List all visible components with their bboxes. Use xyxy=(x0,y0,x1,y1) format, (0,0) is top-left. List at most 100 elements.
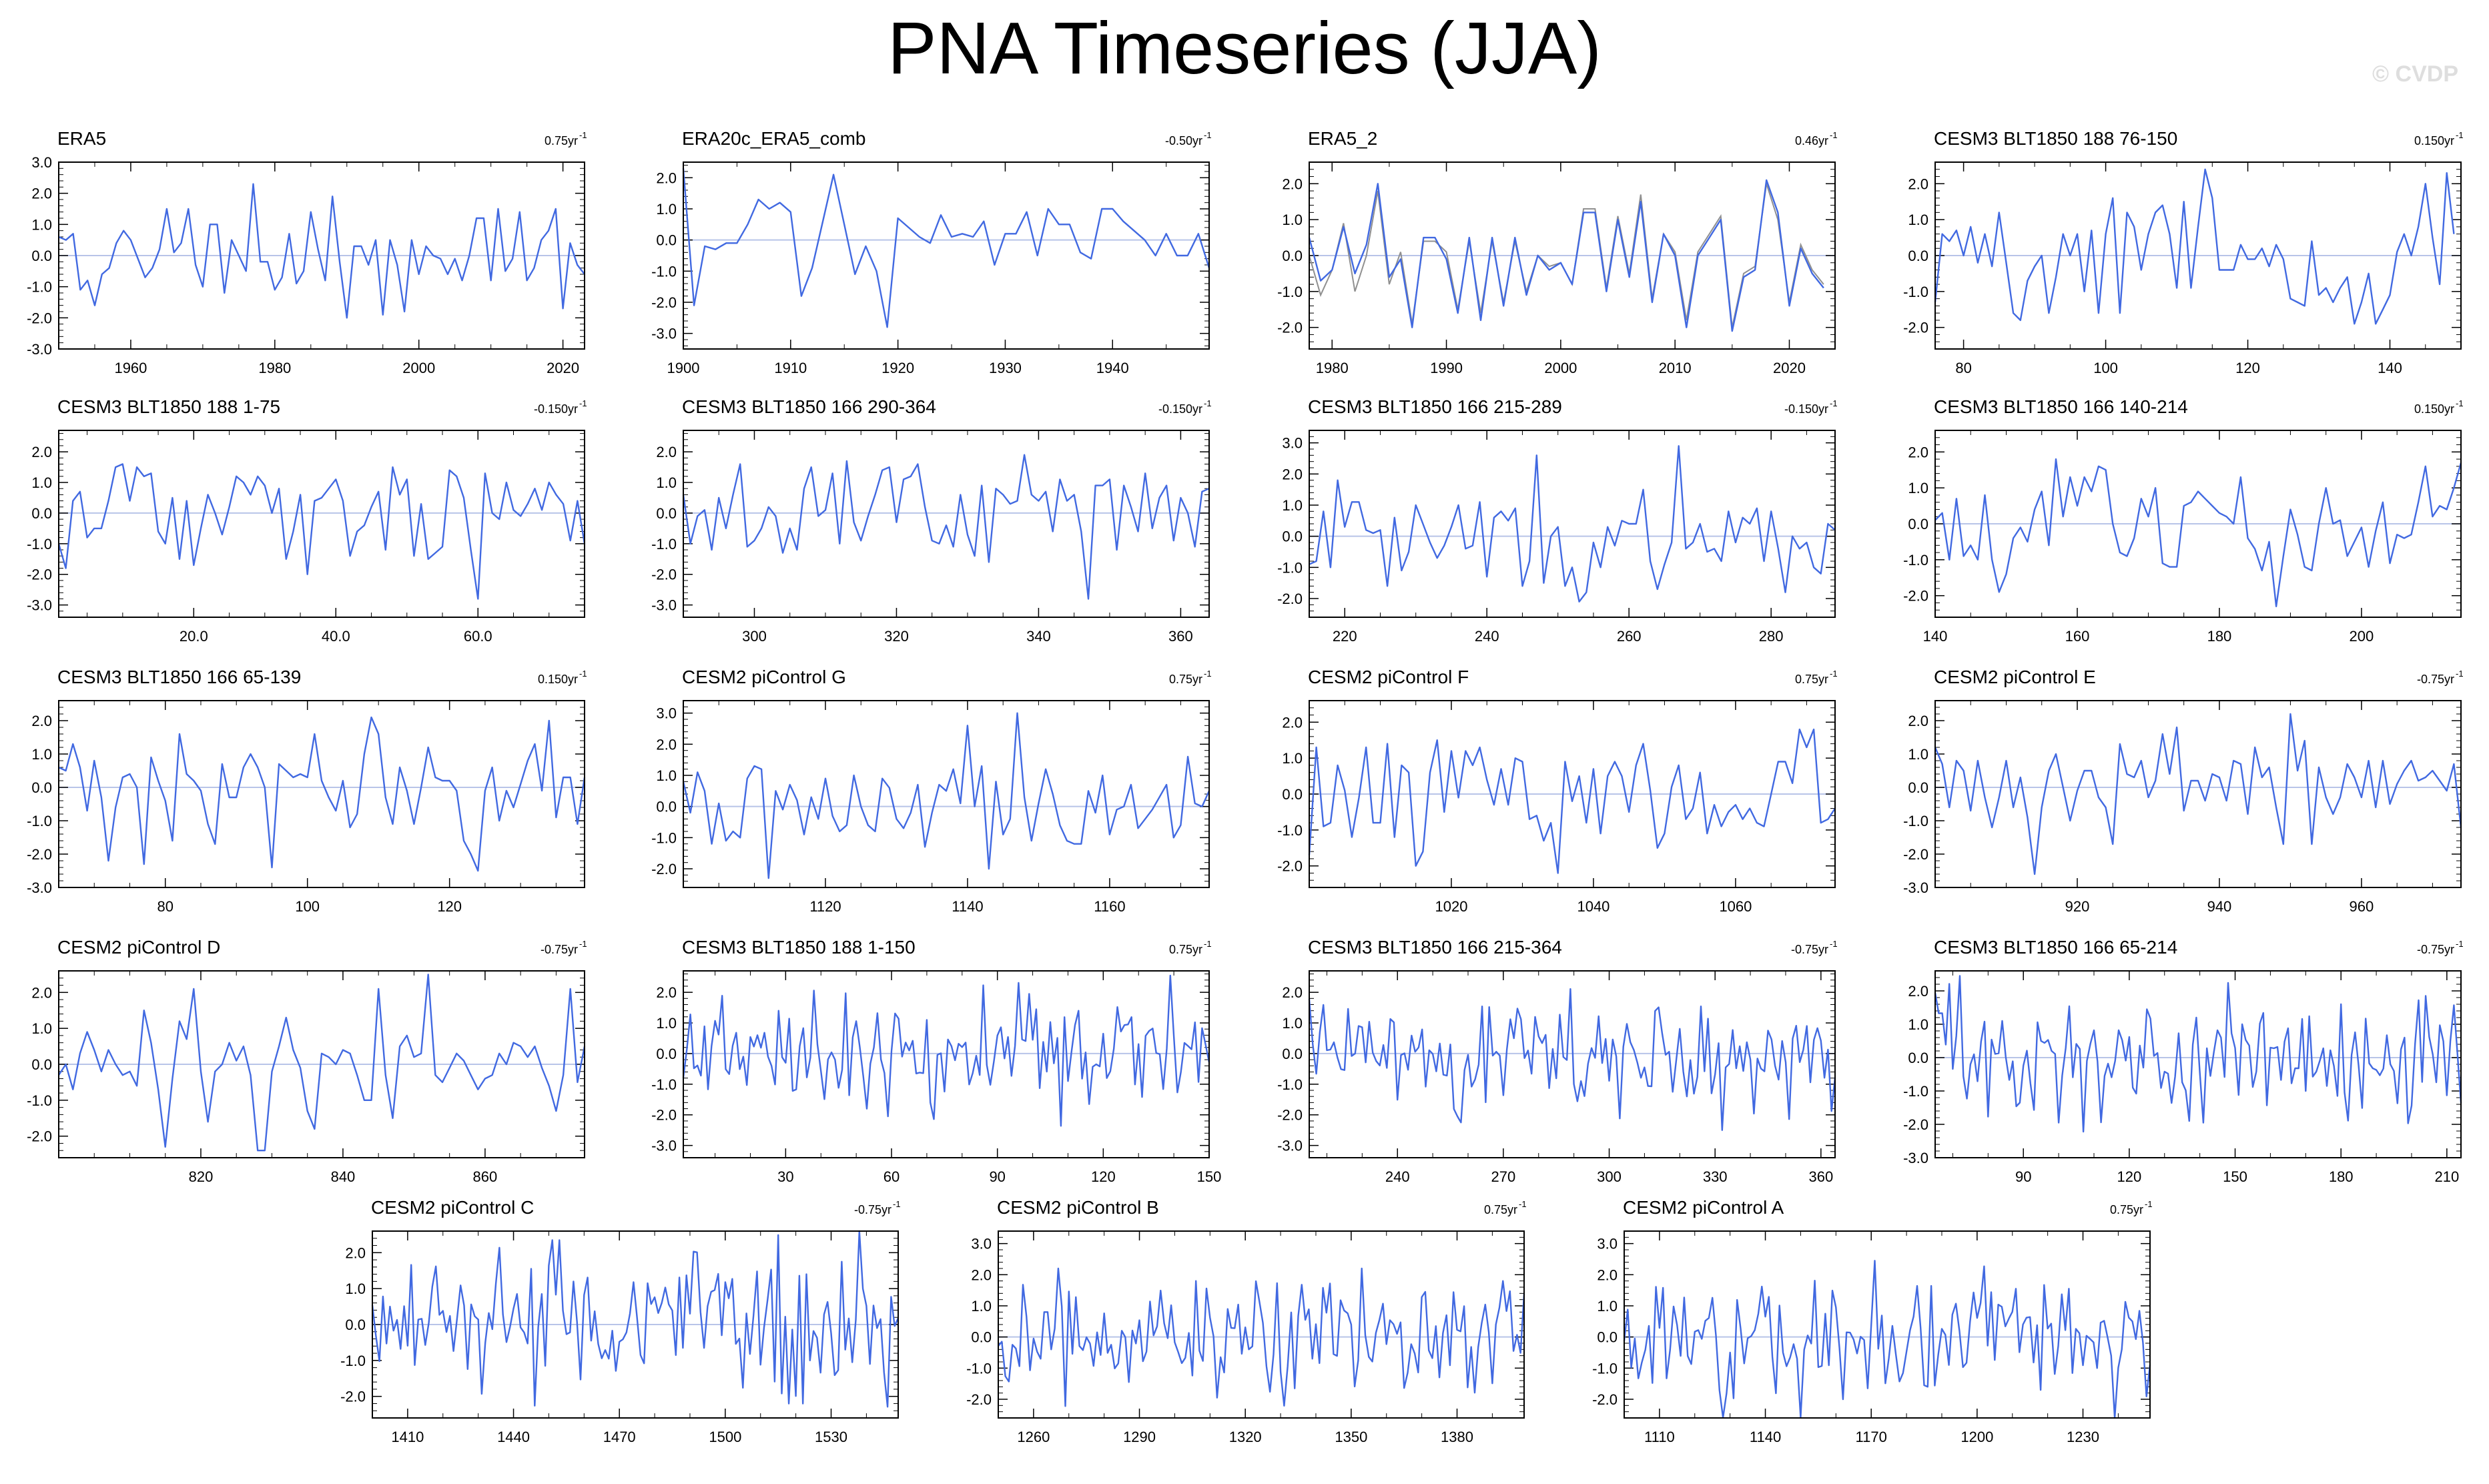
panel-frame xyxy=(1624,1230,2151,1419)
panel-trend: 0.75yr xyxy=(1169,943,1202,956)
y-tick-label: -2.0 xyxy=(1903,846,1928,863)
y-tick-label: -3.0 xyxy=(1277,1138,1303,1154)
y-tick-label: 2.0 xyxy=(1908,444,1928,460)
y-tick-label: 1.0 xyxy=(656,1015,677,1032)
y-tick-label: 2.0 xyxy=(656,736,677,753)
panel-frame xyxy=(683,970,1210,1158)
x-tick-label: 1110 xyxy=(1644,1429,1675,1445)
y-tick-label: 1.0 xyxy=(1597,1298,1618,1315)
series-line xyxy=(1308,179,1824,332)
x-tick-label: 240 xyxy=(1385,1168,1410,1185)
x-tick-label: 340 xyxy=(1026,628,1051,645)
series-line xyxy=(682,454,1210,600)
y-tick-label: 1.0 xyxy=(31,746,52,763)
panel-frame xyxy=(683,700,1210,888)
panel: CESM3 BLT1850 188 1-150 0.75yr -1 2.0 1.0 0.0… xyxy=(651,937,1221,1185)
panel-trend-exponent: -1 xyxy=(579,939,587,949)
x-tick-label: 1410 xyxy=(391,1429,424,1445)
x-tick-label: 920 xyxy=(2065,898,2090,915)
y-tick-label: 2.0 xyxy=(656,169,677,186)
x-tick-label: 240 xyxy=(1475,628,1499,645)
panel-trend: 0.75yr xyxy=(1169,673,1202,686)
panel-trend: 0.75yr xyxy=(1484,1203,1517,1216)
panel-trend-exponent: -1 xyxy=(1830,398,1838,408)
panel-trend-exponent: -1 xyxy=(1204,130,1212,140)
series-line xyxy=(1309,445,1836,603)
y-tick-label: 2.0 xyxy=(1908,175,1928,192)
panel-frame xyxy=(1309,161,1836,350)
y-tick-label: -1.0 xyxy=(651,829,677,846)
x-tick-label: 1140 xyxy=(952,898,983,915)
panel-trend-exponent: -1 xyxy=(1830,130,1838,140)
panel-frame xyxy=(1309,430,1836,618)
x-tick-label: 80 xyxy=(1955,360,1971,376)
x-tick-label: 20.0 xyxy=(180,628,208,645)
panel-frame xyxy=(683,430,1210,618)
series-line xyxy=(682,168,1210,328)
panel-frame xyxy=(58,970,585,1158)
y-tick-label: 3.0 xyxy=(971,1236,992,1252)
y-tick-label: -1.0 xyxy=(966,1360,992,1377)
panel-title: CESM2 piControl D xyxy=(57,937,220,958)
y-tick-label: 1.0 xyxy=(31,474,52,491)
x-tick-label: 200 xyxy=(2350,628,2374,645)
series-line xyxy=(682,712,1210,879)
x-tick-label: 1380 xyxy=(1441,1429,1473,1445)
y-tick-label: 2.0 xyxy=(656,984,677,1001)
panel-trend-exponent: -1 xyxy=(1204,669,1212,679)
panel-frame xyxy=(1309,700,1836,888)
y-tick-label: 0.0 xyxy=(1908,248,1928,264)
y-tick-label: 1.0 xyxy=(1908,480,1928,496)
panel: CESM2 piControl D -0.75yr -1 2.0 1.0 0.0 -1.0 -… xyxy=(27,937,587,1185)
y-tick-label: -1.0 xyxy=(27,536,52,552)
x-tick-label: 260 xyxy=(1617,628,1642,645)
panel-trend-exponent: -1 xyxy=(893,1199,901,1209)
y-tick-label: -3.0 xyxy=(27,597,52,614)
panel-trend-exponent: -1 xyxy=(579,130,587,140)
x-tick-label: 120 xyxy=(2235,360,2260,376)
y-tick-label: -2.0 xyxy=(27,567,52,583)
y-tick-label: -2.0 xyxy=(27,310,52,326)
panel-frame xyxy=(58,700,585,888)
x-tick-label: 1900 xyxy=(667,360,700,376)
y-tick-label: -1.0 xyxy=(1277,1076,1303,1093)
y-tick-label: -1.0 xyxy=(1277,284,1303,300)
x-tick-label: 300 xyxy=(1597,1168,1622,1185)
x-tick-label: 360 xyxy=(1168,628,1193,645)
y-tick-label: 0.0 xyxy=(1908,516,1928,532)
series-line xyxy=(682,974,1210,1127)
y-tick-label: 1.0 xyxy=(1282,212,1303,228)
y-tick-label: -3.0 xyxy=(651,326,677,342)
panel-trend-exponent: -1 xyxy=(2456,398,2464,408)
panel-trend-exponent: -1 xyxy=(579,398,587,408)
x-tick-label: 1980 xyxy=(1316,360,1349,376)
x-tick-label: 1930 xyxy=(989,360,1022,376)
x-tick-label: 60 xyxy=(883,1168,900,1185)
panel-title: CESM3 BLT1850 166 65-214 xyxy=(1934,937,2177,958)
x-tick-label: 1230 xyxy=(2067,1429,2099,1445)
series-line xyxy=(1934,975,2462,1133)
x-tick-label: 1440 xyxy=(497,1429,530,1445)
panel-title: CESM3 BLT1850 166 290-364 xyxy=(682,396,936,417)
y-tick-label: -1.0 xyxy=(651,1076,677,1093)
y-tick-label: 1.0 xyxy=(1908,212,1928,228)
y-tick-label: 2.0 xyxy=(31,444,52,460)
x-tick-label: 150 xyxy=(2223,1168,2247,1185)
y-tick-label: 2.0 xyxy=(1282,175,1303,192)
y-tick-label: -2.0 xyxy=(651,861,677,877)
panel: CESM3 BLT1850 188 1-75 -0.150yr -1 2.0 1.0 0.… xyxy=(27,396,587,645)
x-tick-label: 1160 xyxy=(1094,898,1125,915)
y-tick-label: -2.0 xyxy=(1903,588,1928,605)
panel: CESM2 piControl E -0.75yr -1 2.0 1.0 0.0 -1.0 -… xyxy=(1903,667,2463,915)
y-tick-label: -1.0 xyxy=(1903,552,1928,569)
panel-trend: 0.46yr xyxy=(1795,134,1828,147)
y-tick-label: 0.0 xyxy=(345,1317,366,1333)
panel-trend: -0.150yr xyxy=(1158,402,1202,416)
series-line xyxy=(998,1267,1525,1407)
panel-frame xyxy=(1934,700,2462,888)
panel-trend-exponent: -1 xyxy=(2145,1199,2153,1209)
y-tick-label: -1.0 xyxy=(651,263,677,280)
panel-title: CESM2 piControl F xyxy=(1308,667,1469,687)
x-tick-label: 1350 xyxy=(1335,1429,1367,1445)
